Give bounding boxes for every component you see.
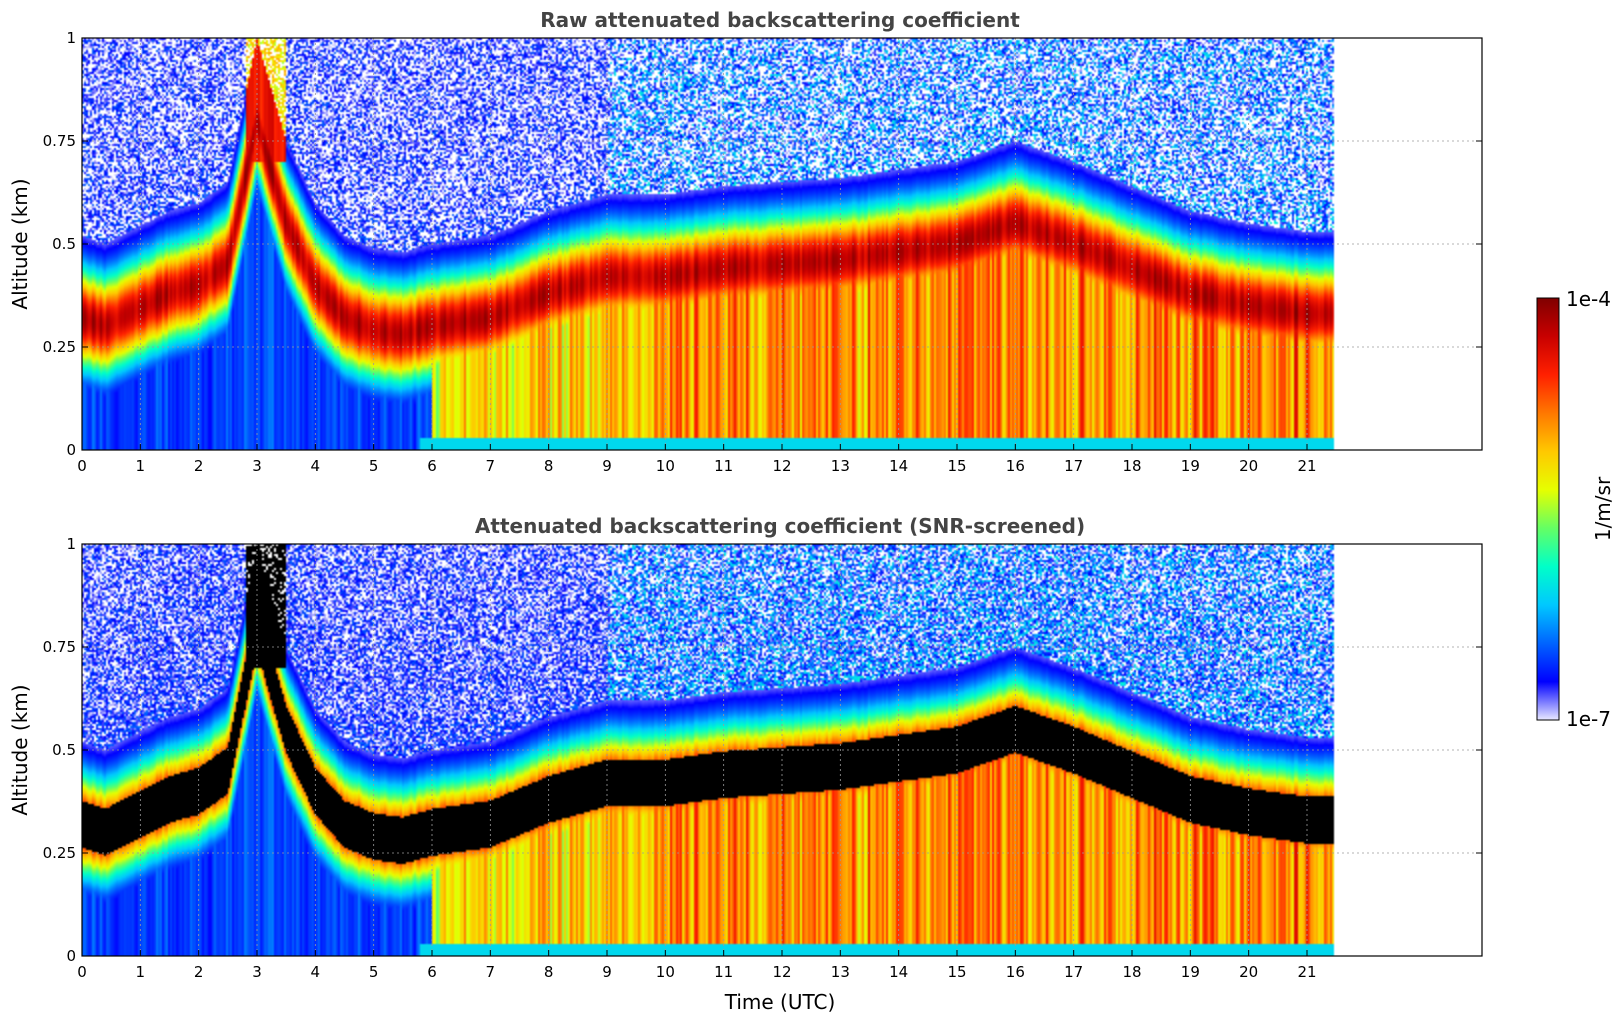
colorbar-max-label: 1e-4 <box>1566 287 1611 311</box>
x-tick-label: 0 <box>77 457 87 475</box>
x-tick-label: 15 <box>947 963 966 981</box>
colorbar-gradient <box>1536 297 1560 721</box>
x-tick-label: 13 <box>831 963 850 981</box>
y-axis-label-raw: Altitude (km) <box>8 178 32 309</box>
x-tick-label: 8 <box>544 457 554 475</box>
colorbar: 1e-4 1e-7 1/m/sr <box>1536 287 1615 731</box>
x-tick-label: 21 <box>1297 457 1316 475</box>
y-tick-label: 0.5 <box>52 235 76 253</box>
x-tick-label: 11 <box>714 963 733 981</box>
x-tick-label: 15 <box>947 457 966 475</box>
y-tick-label: 0 <box>66 947 76 965</box>
x-tick-label: 19 <box>1181 457 1200 475</box>
y-tick-label: 0 <box>66 441 76 459</box>
x-tick-label: 4 <box>311 963 321 981</box>
x-tick-label: 2 <box>194 963 204 981</box>
x-tick-label: 18 <box>1122 457 1141 475</box>
y-ticks-screened: 0 0.25 0.5 0.75 1 <box>43 535 1482 965</box>
panel-raw: Raw attenuated backscattering coefficien… <box>8 8 1483 475</box>
x-tick-label: 9 <box>602 457 612 475</box>
x-tick-label: 12 <box>772 457 791 475</box>
x-tick-label: 18 <box>1122 963 1141 981</box>
y-tick-label: 0.25 <box>43 844 76 862</box>
x-tick-label: 20 <box>1239 963 1258 981</box>
x-tick-label: 13 <box>831 457 850 475</box>
y-ticks-raw: 0 0.25 0.5 0.75 1 <box>43 29 1482 459</box>
y-tick-label: 1 <box>66 535 76 553</box>
y-tick-label: 0.5 <box>52 741 76 759</box>
x-tick-label: 1 <box>136 963 146 981</box>
x-tick-label: 17 <box>1064 457 1083 475</box>
x-ticks-raw: 0 1 2 3 4 5 6 7 8 9 10 11 12 13 14 15 16 17 18 19 20 21 <box>77 444 1317 475</box>
x-tick-label: 3 <box>252 457 262 475</box>
x-tick-label: 16 <box>1006 457 1025 475</box>
x-tick-label: 6 <box>427 963 437 981</box>
x-tick-label: 17 <box>1064 963 1083 981</box>
panel-screened: Attenuated backscattering coefficient (S… <box>8 514 1483 1014</box>
x-tick-label: 12 <box>772 963 791 981</box>
x-tick-label: 16 <box>1006 963 1025 981</box>
grid-raw <box>82 38 1482 450</box>
x-tick-label: 5 <box>369 457 379 475</box>
y-tick-label: 0.25 <box>43 338 76 356</box>
x-tick-label: 5 <box>369 963 379 981</box>
x-tick-label: 11 <box>714 457 733 475</box>
x-axis-label: Time (UTC) <box>724 990 836 1014</box>
x-tick-label: 10 <box>656 457 675 475</box>
x-tick-label: 21 <box>1297 963 1316 981</box>
x-tick-label: 8 <box>544 963 554 981</box>
y-axis-label-screened: Altitude (km) <box>8 684 32 815</box>
y-tick-label: 0.75 <box>43 638 76 656</box>
chart-title-raw: Raw attenuated backscattering coefficien… <box>540 8 1020 32</box>
x-tick-label: 3 <box>252 963 262 981</box>
x-tick-label: 1 <box>136 457 146 475</box>
chart-title-screened: Attenuated backscattering coefficient (S… <box>475 514 1085 538</box>
x-tick-label: 6 <box>427 457 437 475</box>
y-tick-label: 0.75 <box>43 132 76 150</box>
colorbar-min-label: 1e-7 <box>1566 707 1611 731</box>
x-tick-label: 4 <box>311 457 321 475</box>
x-tick-label: 0 <box>77 963 87 981</box>
x-tick-label: 7 <box>486 963 496 981</box>
x-ticks-screened: 0 1 2 3 4 5 6 7 8 9 10 11 12 13 14 15 16 17 18 19 20 21 <box>77 950 1317 981</box>
grid-screened <box>82 544 1482 956</box>
y-tick-label: 1 <box>66 29 76 47</box>
x-tick-label: 19 <box>1181 963 1200 981</box>
x-tick-label: 20 <box>1239 457 1258 475</box>
x-tick-label: 10 <box>656 963 675 981</box>
x-tick-label: 14 <box>889 457 908 475</box>
x-tick-label: 9 <box>602 963 612 981</box>
x-tick-label: 7 <box>486 457 496 475</box>
x-tick-label: 2 <box>194 457 204 475</box>
colorbar-unit-label: 1/m/sr <box>1591 476 1615 541</box>
x-tick-label: 14 <box>889 963 908 981</box>
